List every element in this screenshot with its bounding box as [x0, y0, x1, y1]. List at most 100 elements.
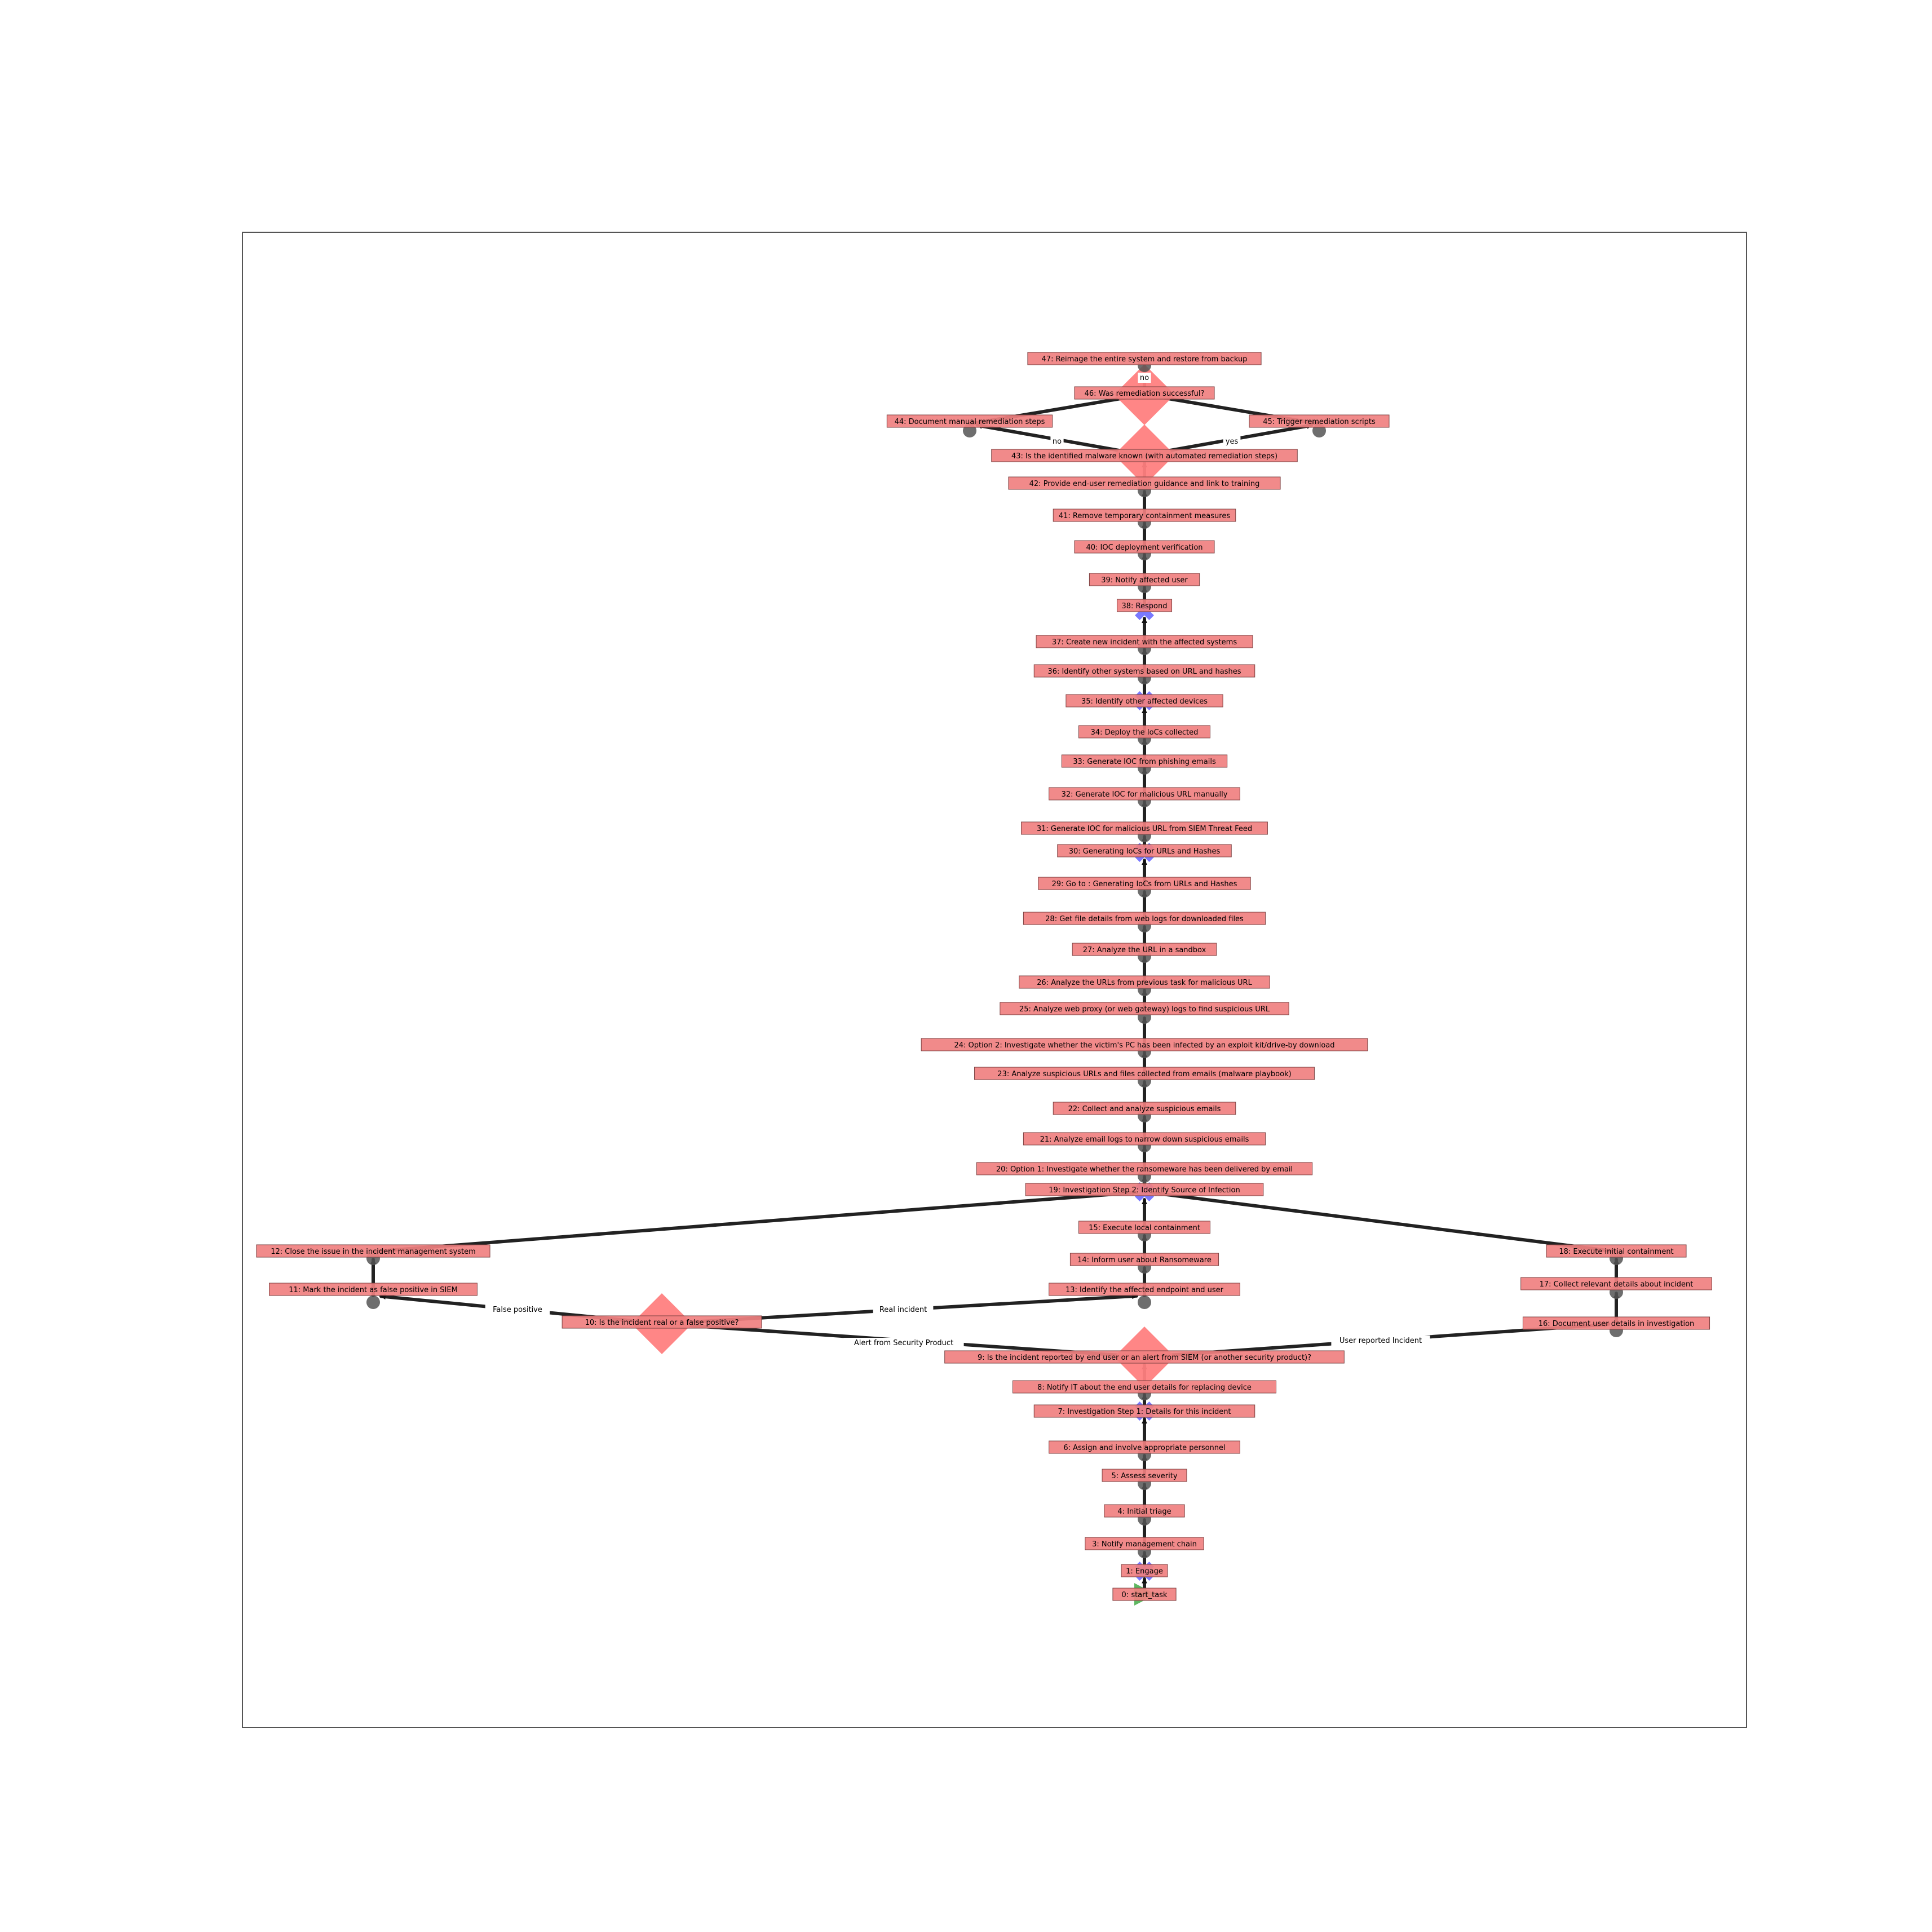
node-label-box	[1025, 1183, 1264, 1196]
node-15: 15: Execute local containment	[1078, 1221, 1210, 1234]
node-29: 29: Go to : Generating IoCs from URLs an…	[1038, 877, 1251, 890]
node-label-box	[1522, 1316, 1710, 1330]
edge-label-background	[1331, 1336, 1430, 1346]
node-label-box	[991, 449, 1298, 462]
node-label: 16: Document user details in investigati…	[1538, 1320, 1695, 1328]
node-label-box	[1078, 1221, 1210, 1234]
node-34: 34: Deploy the IoCs collected	[1078, 725, 1210, 739]
node-10: 10: Is the incident real or a false posi…	[562, 1315, 762, 1329]
node-label: 11: Mark the incident as false positive …	[289, 1286, 458, 1294]
node-33: 33: Generate IOC from phishing emails	[1061, 754, 1228, 768]
node-14: 14: Inform user about Ransomeware	[1069, 1253, 1219, 1266]
node-label-box	[1249, 414, 1390, 428]
node-label: 44: Document manual remediation steps	[895, 418, 1045, 426]
edge-label-9-16: User reported Incident	[1331, 1336, 1430, 1346]
node-44: 44: Document manual remediation steps	[886, 414, 1053, 428]
node-label-box	[1023, 1132, 1266, 1146]
node-label: 17: Collect relevant details about incid…	[1540, 1280, 1694, 1289]
node-label-box	[1038, 877, 1251, 890]
node-label: 18: Execute initial containment	[1559, 1248, 1673, 1256]
node-label: 34: Deploy the IoCs collected	[1091, 728, 1199, 737]
node-label: 6: Assign and involve appropriate person…	[1063, 1444, 1225, 1452]
node-label: 37: Create new incident with the affecte…	[1052, 638, 1237, 647]
node-label-box	[1053, 509, 1236, 522]
edge-label-text: False positive	[493, 1306, 542, 1314]
node-label: 9: Is the incident reported by end user …	[978, 1354, 1311, 1362]
task-node-dot-11	[366, 1296, 380, 1309]
node-22: 22: Collect and analyze suspicious email…	[1053, 1102, 1236, 1115]
node-31: 31: Generate IOC for malicious URL from …	[1021, 821, 1268, 835]
node-label-box	[1078, 725, 1210, 739]
node-label: 39: Notify affected user	[1101, 576, 1188, 585]
node-label-box	[1019, 975, 1270, 989]
node-label: 3: Notify management chain	[1092, 1540, 1197, 1549]
node-25: 25: Analyze web proxy (or web gateway) l…	[1000, 1002, 1289, 1015]
node-label-box	[1074, 386, 1215, 400]
node-label-box	[1033, 664, 1255, 678]
node-16: 16: Document user details in investigati…	[1522, 1316, 1710, 1330]
edge-label-background	[1138, 373, 1151, 383]
edge-label-background	[843, 1338, 964, 1348]
node-label-box	[562, 1315, 762, 1329]
node-21: 21: Analyze email logs to narrow down su…	[1023, 1132, 1266, 1146]
node-label-box	[1104, 1504, 1185, 1518]
node-label-box	[1121, 1564, 1168, 1577]
node-label-box	[1546, 1244, 1687, 1258]
edge-label-text: yes	[1226, 437, 1239, 446]
node-label: 14: Inform user about Ransomeware	[1077, 1256, 1212, 1265]
edge-label-text: no	[1053, 437, 1062, 446]
edge-18-19	[1150, 1190, 1618, 1253]
node-label: 5: Assess severity	[1111, 1472, 1177, 1480]
node-label: 21: Analyze email logs to narrow down su…	[1040, 1135, 1249, 1144]
node-0: 0: start_task	[1112, 1588, 1177, 1601]
node-7: 7: Investigation Step 1: Details for thi…	[1033, 1404, 1255, 1418]
node-label-box	[1036, 635, 1253, 648]
node-label: 13: Identify the affected endpoint and u…	[1066, 1286, 1224, 1294]
task-node-dot-13	[1138, 1296, 1151, 1309]
node-label: 20: Option 1: Investigate whether the ra…	[996, 1165, 1293, 1174]
node-label: 10: Is the incident real or a false posi…	[585, 1319, 739, 1327]
node-label-box	[1008, 476, 1281, 490]
node-label: 47: Reimage the entire system and restor…	[1042, 355, 1248, 364]
node-label-box	[1112, 1588, 1177, 1601]
node-label-box	[974, 1067, 1315, 1080]
edge-label-text: Alert from Security Product	[854, 1339, 953, 1347]
node-label: 25: Analyze web proxy (or web gateway) l…	[1019, 1005, 1270, 1014]
node-label-box	[1053, 1102, 1236, 1115]
node-label-box	[944, 1350, 1345, 1364]
node-label-box	[1049, 1440, 1240, 1454]
node-label-box	[1072, 943, 1217, 956]
node-27: 27: Analyze the URL in a sandbox	[1072, 943, 1217, 956]
node-label: 32: Generate IOC for malicious URL manua…	[1062, 790, 1228, 799]
node-3: 3: Notify management chain	[1085, 1537, 1204, 1550]
node-label-box	[1061, 754, 1228, 768]
node-label: 8: Notify IT about the end user details …	[1037, 1383, 1252, 1392]
node-label-box	[1000, 1002, 1289, 1015]
node-20: 20: Option 1: Investigate whether the ra…	[976, 1162, 1313, 1175]
node-45: 45: Trigger remediation scripts	[1249, 414, 1390, 428]
node-label-box	[1520, 1277, 1712, 1290]
node-40: 40: IOC deployment verification	[1074, 540, 1215, 554]
node-label: 31: Generate IOC for malicious URL from …	[1037, 825, 1252, 833]
node-4: 4: Initial triage	[1104, 1504, 1185, 1518]
edge-label-9-10: Alert from Security Product	[843, 1338, 964, 1348]
node-label: 45: Trigger remediation scripts	[1263, 418, 1376, 426]
labels-layer: 0: start_task 1: Engage 3: Notify manageme…	[256, 352, 1712, 1601]
node-38: 38: Respond	[1116, 599, 1173, 612]
edge-12-19	[372, 1190, 1139, 1253]
node-label-box	[1074, 540, 1215, 554]
node-label-box	[1057, 844, 1232, 857]
node-label-box	[886, 414, 1053, 428]
node-label: 38: Respond	[1122, 602, 1168, 611]
node-label: 0: start_task	[1122, 1591, 1168, 1599]
node-label-box	[1049, 787, 1240, 801]
node-8: 8: Notify IT about the end user details …	[1013, 1380, 1276, 1394]
edge-label-background	[873, 1305, 934, 1315]
node-label-box	[1023, 912, 1266, 925]
node-label-box	[1066, 694, 1223, 708]
node-label-box	[1116, 599, 1173, 612]
edge-label-background	[485, 1305, 550, 1315]
node-35: 35: Identify other affected devices	[1066, 694, 1223, 708]
edge-label-10-11: False positive	[485, 1305, 550, 1315]
